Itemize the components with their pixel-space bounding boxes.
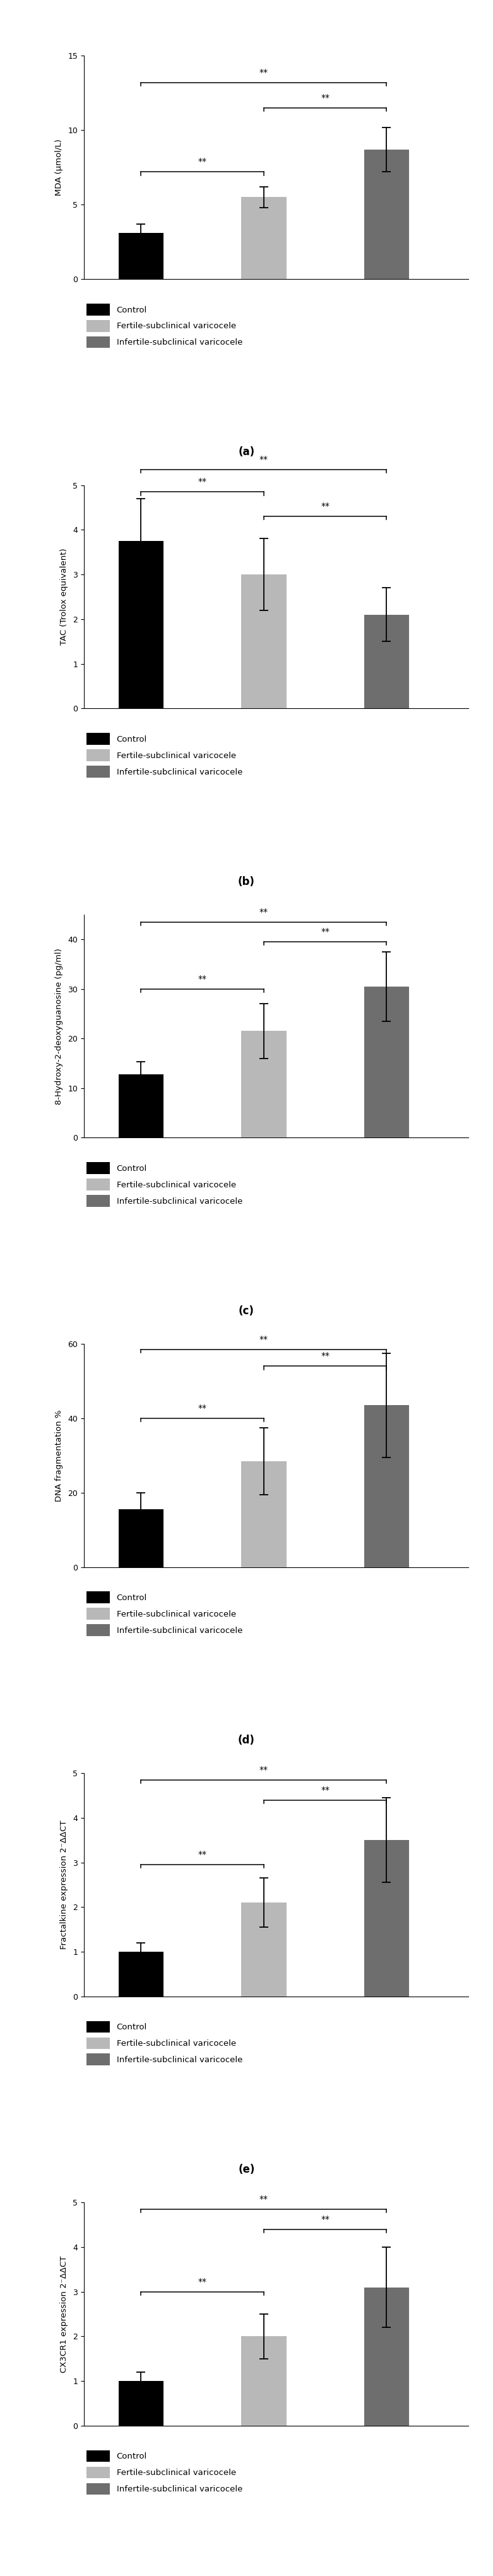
Bar <box>241 1461 286 1566</box>
Bar <box>119 232 164 278</box>
Bar <box>241 2336 286 2427</box>
Legend: Control, Fertile-subclinical varicocele, Infertile-subclinical varicocele: Control, Fertile-subclinical varicocele,… <box>84 2020 245 2069</box>
Bar <box>119 1074 164 1139</box>
Text: **: ** <box>198 974 207 984</box>
Text: **: ** <box>198 1404 207 1412</box>
Legend: Control, Fertile-subclinical varicocele, Infertile-subclinical varicocele: Control, Fertile-subclinical varicocele,… <box>84 732 245 781</box>
Text: (c): (c) <box>239 1306 254 1316</box>
Bar <box>119 1510 164 1566</box>
Text: **: ** <box>321 93 330 103</box>
Bar <box>364 2287 409 2427</box>
Bar <box>241 1030 286 1139</box>
Text: **: ** <box>259 456 268 464</box>
Bar <box>241 1904 286 1996</box>
Text: (b): (b) <box>238 876 255 886</box>
Text: **: ** <box>259 1765 268 1775</box>
Bar <box>119 2380 164 2427</box>
Text: (e): (e) <box>238 2164 255 2174</box>
Text: **: ** <box>259 1334 268 1345</box>
Y-axis label: TAC (Trolox equivalent): TAC (Trolox equivalent) <box>60 549 68 644</box>
Text: **: ** <box>198 477 207 487</box>
Y-axis label: 8-Hydroxy-2-deoxyguanosine (pg/ml): 8-Hydroxy-2-deoxyguanosine (pg/ml) <box>55 948 63 1105</box>
Text: **: ** <box>321 2215 330 2223</box>
Bar <box>119 541 164 708</box>
Text: (d): (d) <box>238 1734 255 1747</box>
Text: **: ** <box>259 2195 268 2202</box>
Bar <box>241 198 286 278</box>
Y-axis label: DNA fragmentation %: DNA fragmentation % <box>55 1409 63 1502</box>
Legend: Control, Fertile-subclinical varicocele, Infertile-subclinical varicocele: Control, Fertile-subclinical varicocele,… <box>84 1159 245 1208</box>
Legend: Control, Fertile-subclinical varicocele, Infertile-subclinical varicocele: Control, Fertile-subclinical varicocele,… <box>84 1589 245 1638</box>
Text: **: ** <box>259 907 268 917</box>
Text: **: ** <box>321 502 330 510</box>
Legend: Control, Fertile-subclinical varicocele, Infertile-subclinical varicocele: Control, Fertile-subclinical varicocele,… <box>84 301 245 350</box>
Text: **: ** <box>198 1850 207 1860</box>
Bar <box>364 616 409 708</box>
Text: **: ** <box>259 67 268 77</box>
Text: **: ** <box>321 927 330 935</box>
Bar <box>364 1406 409 1566</box>
Bar <box>119 1953 164 1996</box>
Bar <box>364 149 409 278</box>
Text: **: ** <box>198 2277 207 2287</box>
Text: **: ** <box>198 157 207 167</box>
Y-axis label: MDA (μmol/L): MDA (μmol/L) <box>55 139 63 196</box>
Text: (a): (a) <box>238 446 255 459</box>
Text: **: ** <box>321 1785 330 1795</box>
Text: **: ** <box>321 1352 330 1360</box>
Y-axis label: CX3CR1 expression 2⁻ΔΔCT: CX3CR1 expression 2⁻ΔΔCT <box>60 2257 68 2372</box>
Bar <box>364 987 409 1139</box>
Y-axis label: Fractalkine expression 2⁻ΔΔCT: Fractalkine expression 2⁻ΔΔCT <box>60 1821 68 1950</box>
Legend: Control, Fertile-subclinical varicocele, Infertile-subclinical varicocele: Control, Fertile-subclinical varicocele,… <box>84 2447 245 2496</box>
Bar <box>364 1839 409 1996</box>
Bar <box>241 574 286 708</box>
